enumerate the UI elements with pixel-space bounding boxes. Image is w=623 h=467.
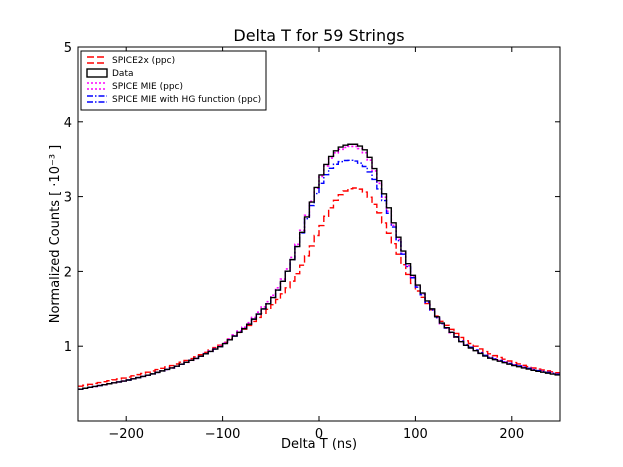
series-line	[78, 187, 560, 387]
plot-frame	[77, 46, 561, 422]
y-tick-label: 5	[64, 41, 72, 56]
chart-title: Delta T for 59 Strings	[233, 26, 404, 45]
y-tick-label: 2	[64, 265, 72, 280]
y-tick-label: 4	[64, 116, 72, 131]
plot-lines	[78, 143, 560, 390]
legend: SPICE2x (ppc) Data SPICE MIE (ppc) SPICE MI…	[80, 50, 267, 111]
legend-swatch	[86, 68, 108, 78]
series-line	[78, 143, 560, 390]
legend-label: Data	[112, 69, 134, 79]
y-tick-label: 3	[64, 191, 72, 206]
x-axis-label: Delta T (ns)	[281, 437, 357, 452]
y-tick-label: 1	[64, 340, 72, 355]
legend-box	[80, 50, 267, 111]
x-tick-label: 200	[499, 427, 524, 442]
legend-label: SPICE MIE (ppc)	[112, 82, 183, 92]
y-axis-label: Normalized Counts [ ·10⁻³ ]	[48, 145, 63, 324]
legend-label: SPICE MIE with HG function (ppc)	[112, 95, 261, 105]
x-tick-label: 100	[403, 427, 428, 442]
legend-label: SPICE2x (ppc)	[112, 56, 175, 66]
x-tick-label: 0	[315, 427, 323, 442]
x-tick-label: −200	[108, 427, 144, 442]
x-tick-label: −100	[205, 427, 241, 442]
axis-ticks: −200 −100 0 100 200 1 2 3 4 5	[64, 41, 560, 442]
